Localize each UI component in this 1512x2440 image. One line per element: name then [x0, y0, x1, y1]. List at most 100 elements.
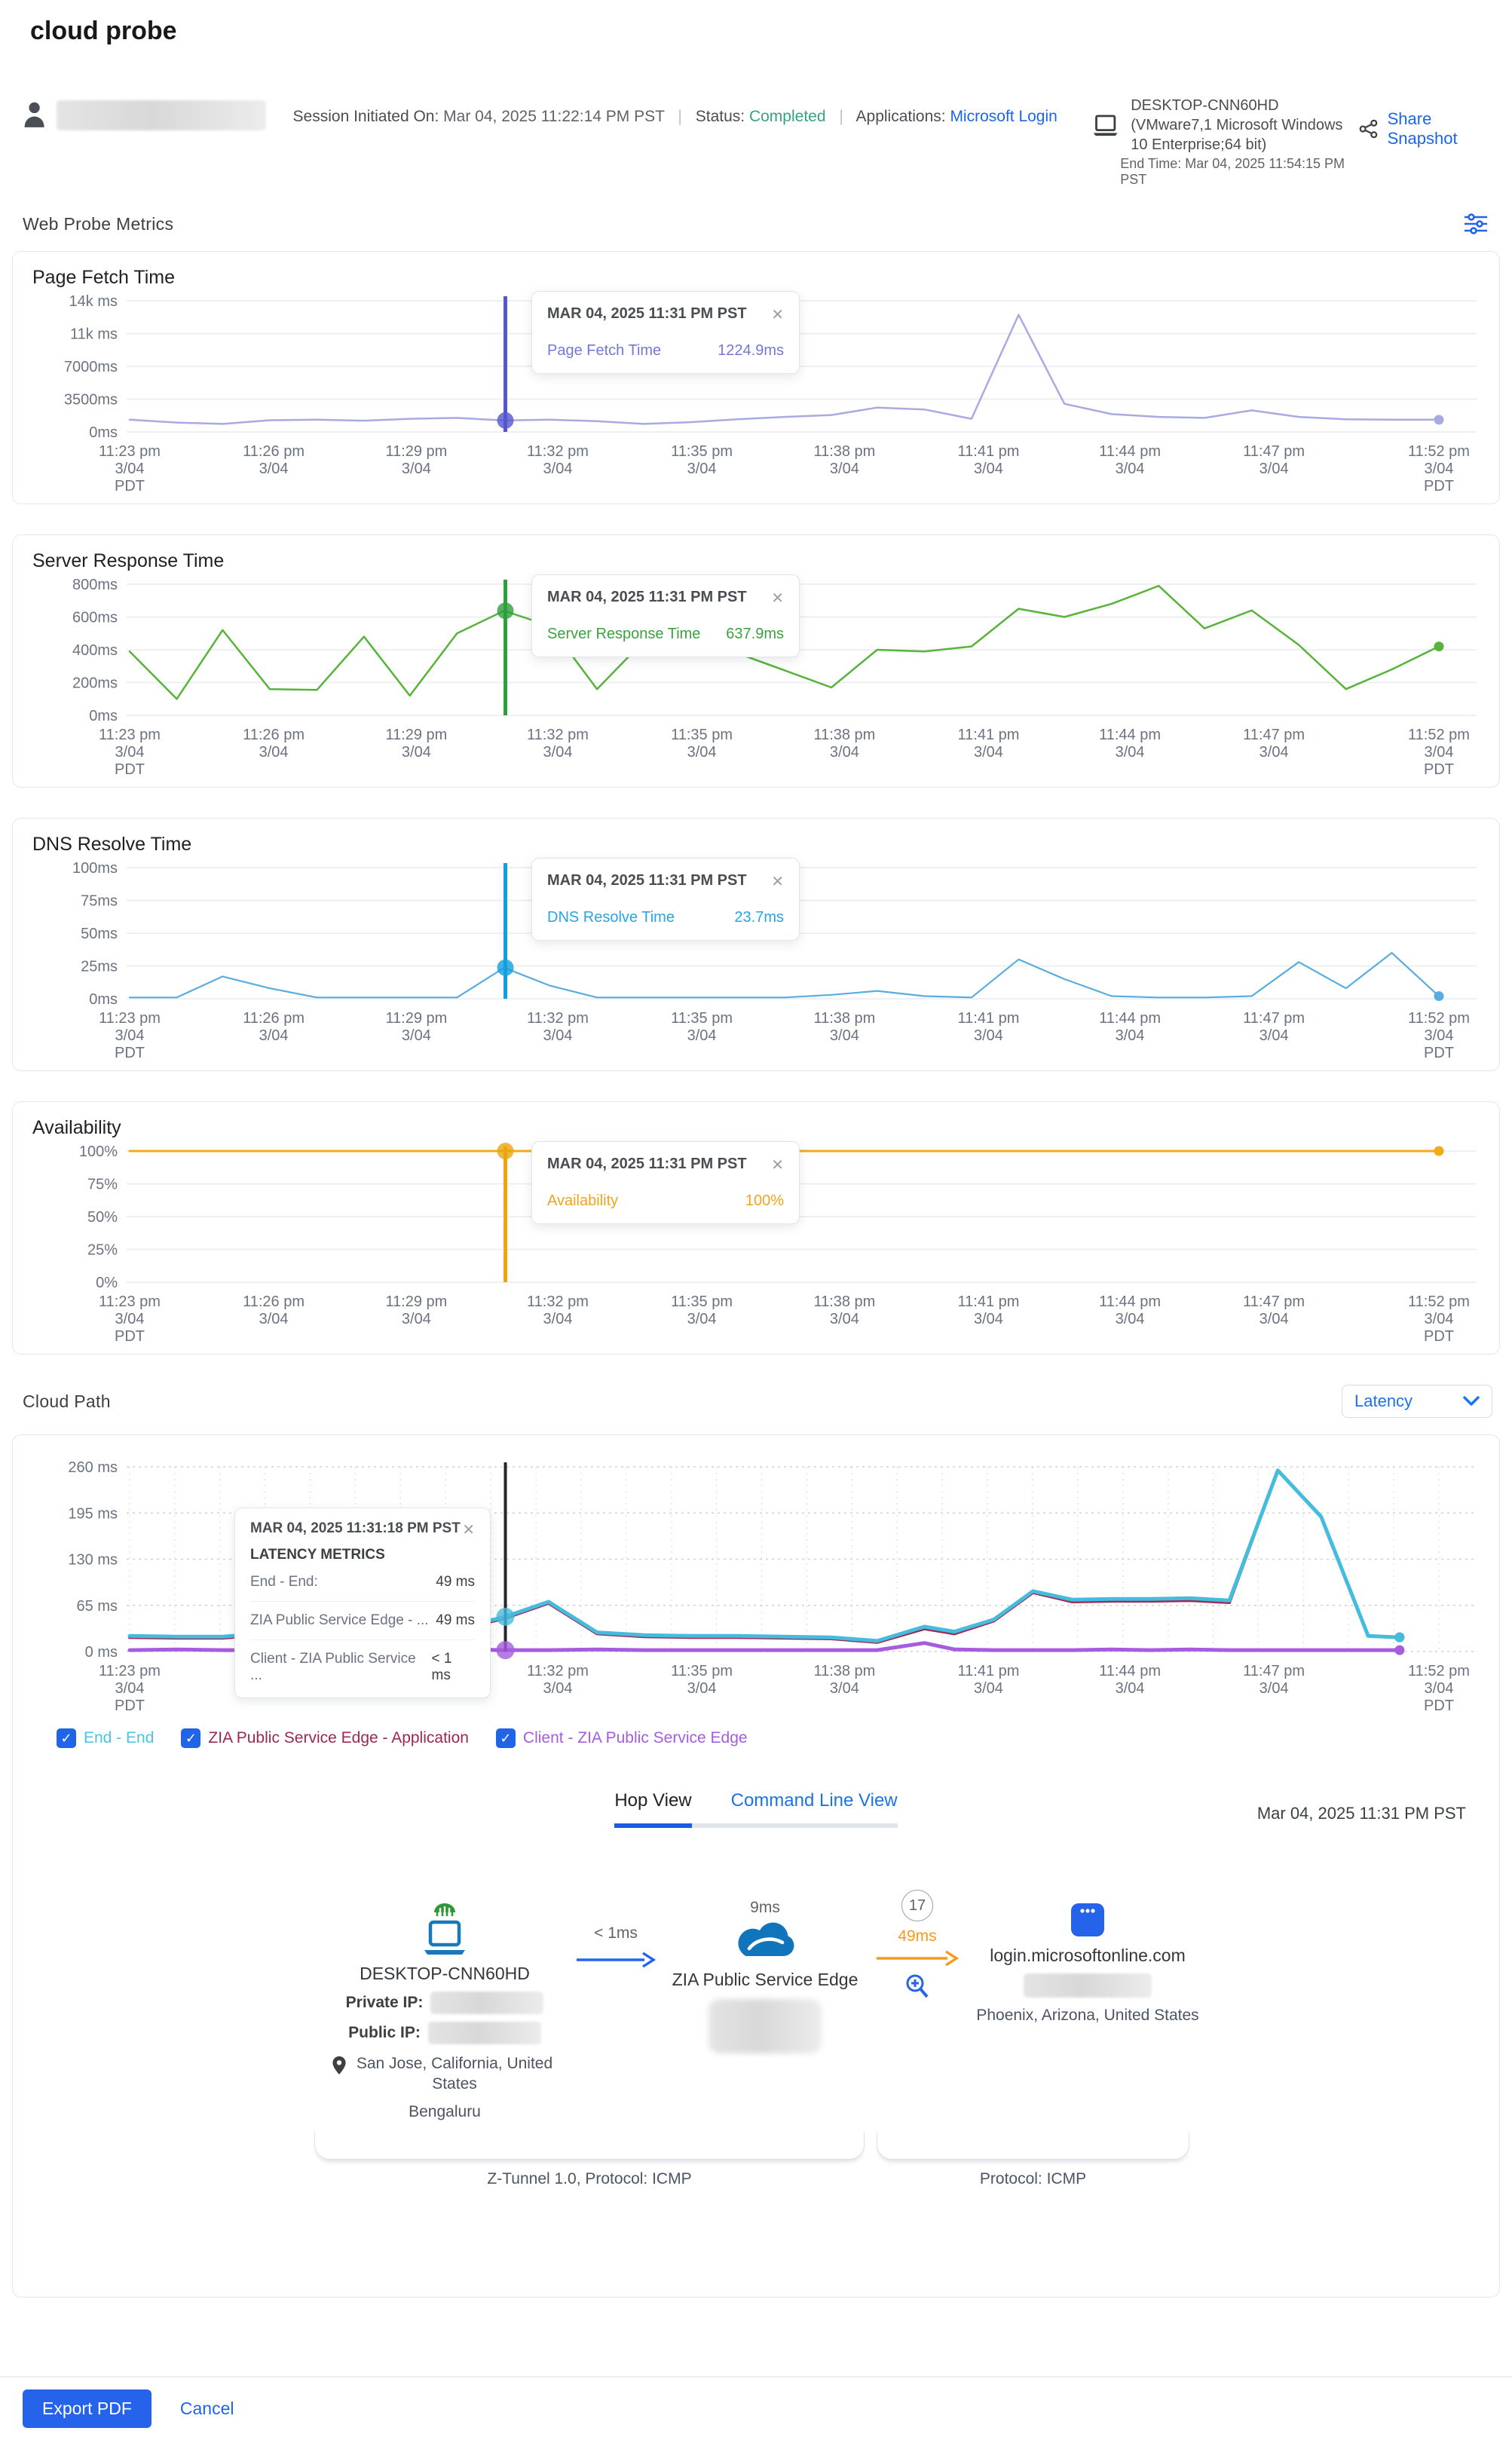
tooltip-row-label: ZIA Public Service Edge - ... [250, 1612, 429, 1628]
metric-dropdown-value: Latency [1354, 1391, 1413, 1410]
chart-tooltip: MAR 04, 2025 11:31 PM PST ✕ Page Fetch T… [531, 291, 800, 374]
zoom-in-icon[interactable] [904, 1973, 930, 2000]
cloud-path-card: 0 ms 65 ms 130 ms 195 ms 260 ms 11:23 pm 3/04 P… [12, 1434, 1500, 2298]
chart-title: DNS Resolve Time [32, 834, 192, 855]
latency-chart-wrap: 0 ms 65 ms 130 ms 195 ms 260 ms 11:23 pm 3/04 P… [13, 1453, 1499, 1713]
redacted-zia-details [709, 1999, 822, 2053]
divider: | [839, 108, 843, 125]
tooltip-row-client-zia: Client - ZIA Public Service ... < 1 ms [250, 1640, 475, 1685]
svg-text:11:26 pm3/04: 11:26 pm3/04 [243, 1010, 305, 1044]
svg-text:11:32 pm3/04: 11:32 pm 3/04 [527, 1010, 589, 1044]
divider: | [678, 108, 682, 125]
tab-command-line-view[interactable]: Command Line View [730, 1790, 898, 1811]
svg-text:50ms: 50ms [81, 926, 118, 942]
session-initiated-label: Session Initiated On: [292, 108, 439, 125]
redacted-app-ip [1024, 1973, 1152, 1998]
zia-latency-above: 9ms [750, 1899, 780, 1916]
redacted-private-ip [430, 1991, 544, 2014]
tab-hop-view[interactable]: Hop View [614, 1790, 692, 1828]
svg-text:65 ms: 65 ms [77, 1598, 118, 1615]
client-device-node[interactable]: DESKTOP-CNN60HD Private IP: Public IP: S… [305, 1894, 584, 2121]
svg-text:11:32 pm3/04: 11:32 pm 3/04 [527, 1293, 589, 1327]
web-app-icon [1071, 1903, 1104, 1936]
export-pdf-button[interactable]: Export PDF [23, 2389, 152, 2428]
hop-client-to-zia: < 1ms [572, 1924, 660, 1970]
svg-text:11k ms: 11k ms [70, 326, 118, 343]
dns-resolve-time-card: DNS Resolve Time 0ms 25ms 50ms 75ms 100ms 11:… [12, 818, 1500, 1071]
svg-text:11:47 pm3/04: 11:47 pm 3/04 [1243, 1010, 1305, 1044]
chart-title: Server Response Time [32, 550, 225, 571]
tooltip-row-zia-app: ZIA Public Service Edge - ... 49 ms [250, 1602, 475, 1640]
private-ip-row: Private IP: [346, 1991, 544, 2014]
legend-label: ZIA Public Service Edge - Application [208, 1729, 469, 1747]
chart-title: Availability [32, 1117, 121, 1138]
zia-service-edge-node[interactable]: 9ms ZIA Public Service Edge [667, 1899, 863, 2053]
application-hostname: login.microsoftonline.com [990, 1946, 1186, 1965]
laptop-icon [1093, 115, 1118, 136]
hop-count-badge[interactable]: 17 [901, 1890, 933, 1921]
metric-dropdown[interactable]: Latency [1342, 1385, 1492, 1418]
chart-tooltip: MAR 04, 2025 11:31 PM PST ✕ Server Respo… [531, 574, 800, 657]
svg-text:0%: 0% [96, 1275, 118, 1291]
close-icon[interactable]: ✕ [771, 307, 784, 323]
chart-tooltip: MAR 04, 2025 11:31 PM PST ✕ Availability… [531, 1141, 800, 1224]
server-response-time-card: Server Response Time 0ms 200ms 400ms 600ms 8… [12, 534, 1500, 788]
location-pin-icon [332, 2056, 346, 2074]
zia-name: ZIA Public Service Edge [672, 1970, 859, 1989]
svg-text:11:44 pm3/04: 11:44 pm 3/04 [1099, 727, 1161, 761]
hop-diagram: DESKTOP-CNN60HD Private IP: Public IP: S… [13, 1855, 1499, 2274]
close-icon[interactable]: ✕ [771, 874, 784, 890]
dns-resolve-time-chart: 0ms 25ms 50ms 75ms 100ms 11:23 pm 3/04 PDT 11:26… [72, 860, 1477, 1061]
svg-text:50%: 50% [87, 1209, 118, 1226]
tooltip-value: 1224.9ms [718, 342, 784, 359]
page-fetch-time-card: Page Fetch Time 0ms 3500ms 7000ms 11k ms 14k… [12, 251, 1500, 504]
hop-view-tabs-row: Hop View Command Line View Mar 04, 2025 … [13, 1790, 1499, 1855]
tooltip-metric: DNS Resolve Time [547, 909, 675, 926]
web-probe-metrics-title: Web Probe Metrics [23, 213, 174, 234]
application-node[interactable]: login.microsoftonline.com Phoenix, Arizo… [975, 1902, 1201, 2025]
svg-text:11:32 pm3/04: 11:32 pm 3/04 [527, 1663, 589, 1697]
svg-text:11:44 pm3/04: 11:44 pm 3/04 [1099, 443, 1161, 477]
client-laptop-icon [424, 1920, 465, 1955]
tooltip-value: 23.7ms [734, 909, 784, 926]
svg-text:195 ms: 195 ms [68, 1505, 118, 1522]
svg-text:11:44 pm3/04: 11:44 pm 3/04 [1099, 1293, 1161, 1327]
svg-text:11:26 pm3/04: 11:26 pm3/04 [243, 1293, 305, 1327]
svg-text:11:44 pm3/04: 11:44 pm 3/04 [1099, 1010, 1161, 1044]
svg-text:11:38 pm3/04: 11:38 pm 3/04 [813, 1663, 875, 1697]
server-response-time-chart: 0ms 200ms 400ms 600ms 800ms 11:23 pm 3/04 PDT 11… [72, 577, 1477, 777]
legend-item-zia-application[interactable]: ✓ ZIA Public Service Edge - Application [181, 1728, 469, 1748]
latency-legend: ✓ End - End ✓ ZIA Public Service Edge - … [57, 1728, 1499, 1748]
close-icon[interactable]: ✕ [771, 1157, 784, 1174]
availability-card: Availability 0% 25% 50% 75% 100% 11:23 pm 3/04… [12, 1101, 1500, 1355]
cancel-button[interactable]: Cancel [179, 2399, 234, 2418]
svg-text:0ms: 0ms [89, 991, 118, 1008]
svg-text:3500ms: 3500ms [64, 392, 118, 409]
close-icon[interactable]: ✕ [771, 590, 784, 607]
device-block: DESKTOP-CNN60HD (VMware7,1 Microsoft Win… [1091, 96, 1359, 188]
filter-settings-icon[interactable] [1464, 213, 1488, 234]
svg-text:25ms: 25ms [81, 959, 118, 975]
svg-text:11:32 pm3/04: 11:32 pm 3/04 [527, 727, 589, 761]
svg-text:0ms: 0ms [89, 424, 118, 441]
session-end-time: End Time: Mar 04, 2025 11:54:15 PM PST [1120, 156, 1345, 187]
svg-text:100ms: 100ms [72, 860, 118, 877]
share-snapshot-button[interactable]: Share Snapshot [1359, 109, 1489, 148]
legend-item-client-zia[interactable]: ✓ Client - ZIA Public Service Edge [495, 1728, 748, 1748]
application-link[interactable]: Microsoft Login [950, 108, 1057, 125]
application-location: Phoenix, Arizona, United States [976, 2007, 1199, 2024]
svg-text:11:26 pm3/04: 11:26 pm3/04 [243, 727, 305, 761]
client-location-row: San Jose, California, United States [332, 2053, 558, 2094]
redacted-username [57, 100, 266, 130]
legend-item-end-end[interactable]: ✓ End - End [57, 1728, 154, 1748]
hop-view-timestamp: Mar 04, 2025 11:31 PM PST [1256, 1804, 1466, 1823]
zscaler-cloud-icon [738, 1922, 794, 1956]
close-icon[interactable]: ✕ [462, 1522, 475, 1538]
svg-text:11:29 pm3/04: 11:29 pm3/04 [385, 727, 447, 761]
tooltip-date: MAR 04, 2025 11:31 PM PST [547, 589, 747, 605]
tunnel-bracket [314, 2132, 865, 2160]
